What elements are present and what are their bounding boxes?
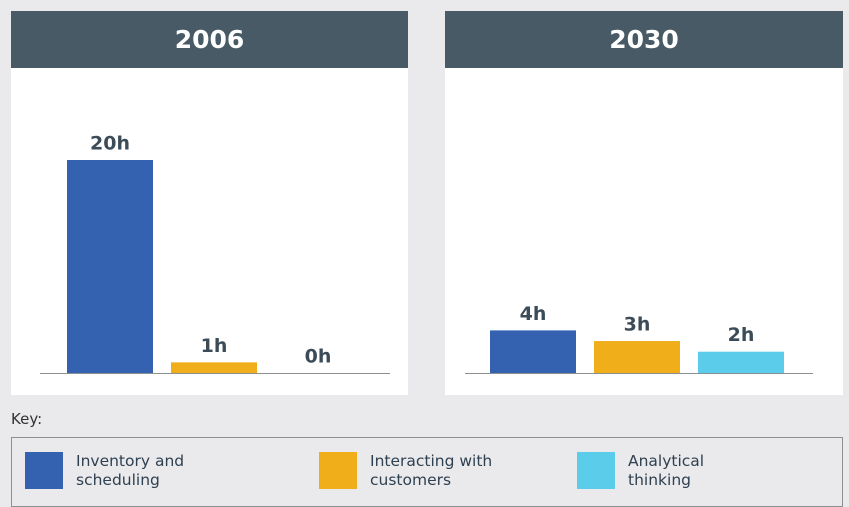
- legend-swatch: [577, 452, 615, 489]
- bar: [698, 351, 784, 373]
- value-label: 1h: [201, 335, 228, 357]
- value-label: 2h: [728, 324, 755, 346]
- bar: [171, 362, 257, 373]
- value-label: 0h: [305, 346, 332, 368]
- value-label: 4h: [520, 303, 547, 325]
- legend-entry: Interacting with customers: [319, 452, 520, 490]
- legend-title: Key:: [11, 410, 43, 428]
- chart-title: 2030: [609, 25, 679, 54]
- legend-swatch: [25, 452, 63, 489]
- legend-label: Inventory and scheduling: [76, 452, 185, 489]
- legend-swatch: [319, 452, 357, 489]
- bar: [67, 160, 153, 373]
- legend: Inventory and scheduling Interacting with…: [11, 437, 843, 507]
- legend-entry: Inventory and scheduling: [25, 452, 226, 490]
- legend-label: Interacting with customers: [370, 452, 493, 489]
- legend-label: Analytical thinking: [628, 452, 705, 489]
- panel-header: [445, 11, 843, 68]
- charts: 2006 20h 1h 0h 2030 4h 3h 2h: [11, 11, 843, 395]
- value-label: 3h: [624, 314, 651, 336]
- chart-title: 2006: [175, 25, 245, 54]
- value-label: 20h: [90, 133, 130, 155]
- panel-header: [11, 11, 408, 68]
- legend-entry: Analytical thinking: [577, 452, 728, 490]
- bar: [490, 330, 576, 373]
- bar: [594, 341, 680, 373]
